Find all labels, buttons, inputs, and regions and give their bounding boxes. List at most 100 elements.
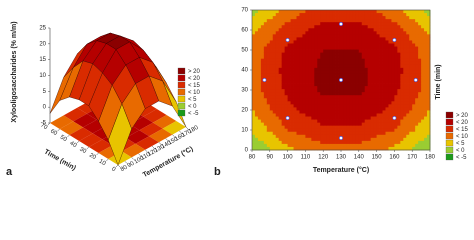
- contour-cell: [323, 40, 327, 44]
- contour-cell: [427, 10, 431, 14]
- contour-cell: [263, 110, 268, 114]
- contour-cell: [355, 119, 360, 124]
- design-point: [392, 38, 397, 42]
- contour-cell: [263, 46, 268, 50]
- contour-cell: [412, 119, 416, 124]
- contour-cell: [406, 83, 410, 87]
- y-axis-title: Time (min): [43, 148, 77, 172]
- contour-cell: [421, 116, 425, 120]
- contour-cell: [263, 58, 268, 63]
- contour-cell: [397, 49, 401, 54]
- contour-cell: [326, 143, 330, 148]
- contour-cell: [278, 95, 283, 99]
- contour-cell: [293, 25, 297, 29]
- contour-cell: [397, 37, 401, 41]
- contour-cell: [296, 86, 300, 90]
- contour-cell: [409, 34, 413, 38]
- contour-cell: [329, 83, 333, 87]
- contour-cell: [320, 34, 324, 38]
- contour-cell: [400, 140, 404, 145]
- contour-cell: [406, 95, 410, 99]
- contour-cell: [311, 25, 315, 29]
- contour-cell: [308, 89, 312, 93]
- contour-cell: [427, 116, 431, 120]
- contour-cell: [275, 137, 280, 142]
- contour-cell: [397, 110, 401, 114]
- contour-cell: [406, 128, 410, 133]
- contour-cell: [314, 131, 318, 136]
- contour-cell: [299, 83, 303, 87]
- contour-cell: [379, 104, 383, 108]
- contour-cell: [412, 34, 416, 38]
- contour-cell: [382, 34, 386, 38]
- contour-cell: [311, 95, 315, 99]
- contour-cell: [400, 25, 404, 29]
- contour-cell: [287, 134, 291, 139]
- contour-cell: [266, 137, 271, 142]
- contour-cell: [299, 49, 303, 54]
- contour-cell: [305, 67, 309, 72]
- contour-cell: [424, 64, 428, 69]
- contour-cell: [311, 73, 315, 78]
- contour-cell: [346, 107, 351, 111]
- contour-cell: [355, 116, 360, 120]
- contour-cell: [329, 13, 333, 17]
- contour-cell: [373, 101, 377, 105]
- contour-cell: [299, 19, 303, 23]
- contour-cell: [391, 10, 395, 14]
- floor-contour: [162, 121, 186, 135]
- contour-cell: [346, 134, 351, 139]
- contour-cell: [388, 98, 392, 102]
- legend-label: < 20: [456, 120, 469, 126]
- contour-cell: [281, 34, 286, 38]
- contour-cell: [308, 28, 312, 32]
- contour-cell: [349, 22, 354, 26]
- contour-cell: [341, 58, 345, 63]
- contour-cell: [290, 134, 294, 139]
- contour-cell: [412, 125, 416, 130]
- contour-cell: [293, 46, 297, 50]
- contour-cell: [376, 76, 380, 81]
- contour-cell: [352, 95, 357, 99]
- contour-cell: [338, 31, 342, 35]
- contour-cell: [361, 128, 366, 133]
- contour-cell: [299, 80, 303, 84]
- contour-cell: [296, 22, 300, 26]
- contour-cell: [302, 10, 306, 14]
- contour-cell: [418, 55, 422, 60]
- contour-cell: [335, 146, 339, 151]
- contour-cell: [406, 113, 410, 117]
- contour-cell: [269, 125, 274, 130]
- contour-cell: [370, 40, 375, 44]
- contour-cell: [260, 137, 265, 142]
- contour-cell: [320, 107, 324, 111]
- contour-cell: [418, 92, 422, 96]
- contour-cell: [266, 22, 271, 26]
- contour-cell: [287, 122, 291, 127]
- contour-cell: [260, 52, 265, 57]
- contour-cell: [341, 92, 345, 96]
- contour-cell: [254, 16, 259, 20]
- contour-cell: [305, 16, 309, 20]
- contour-cell: [364, 128, 369, 133]
- contour-cell: [409, 16, 413, 20]
- contour-cell: [361, 19, 366, 23]
- contour-cell: [391, 125, 395, 130]
- contour-cell: [427, 83, 431, 87]
- contour-cell: [272, 46, 277, 50]
- contour-cell: [332, 28, 336, 32]
- contour-cell: [290, 113, 294, 117]
- contour-cell: [302, 101, 306, 105]
- contour-cell: [412, 70, 416, 75]
- contour-cell: [427, 61, 431, 66]
- contour-cell: [260, 37, 265, 41]
- contour-cell: [254, 25, 259, 29]
- contour-cell: [361, 83, 366, 87]
- contour-cell: [400, 107, 404, 111]
- contour-cell: [311, 70, 315, 75]
- contour-cell: [314, 104, 318, 108]
- contour-cell: [382, 101, 386, 105]
- y-axis-title: Time (min): [435, 64, 442, 99]
- contour-cell: [278, 73, 283, 78]
- contour-cell: [272, 55, 277, 60]
